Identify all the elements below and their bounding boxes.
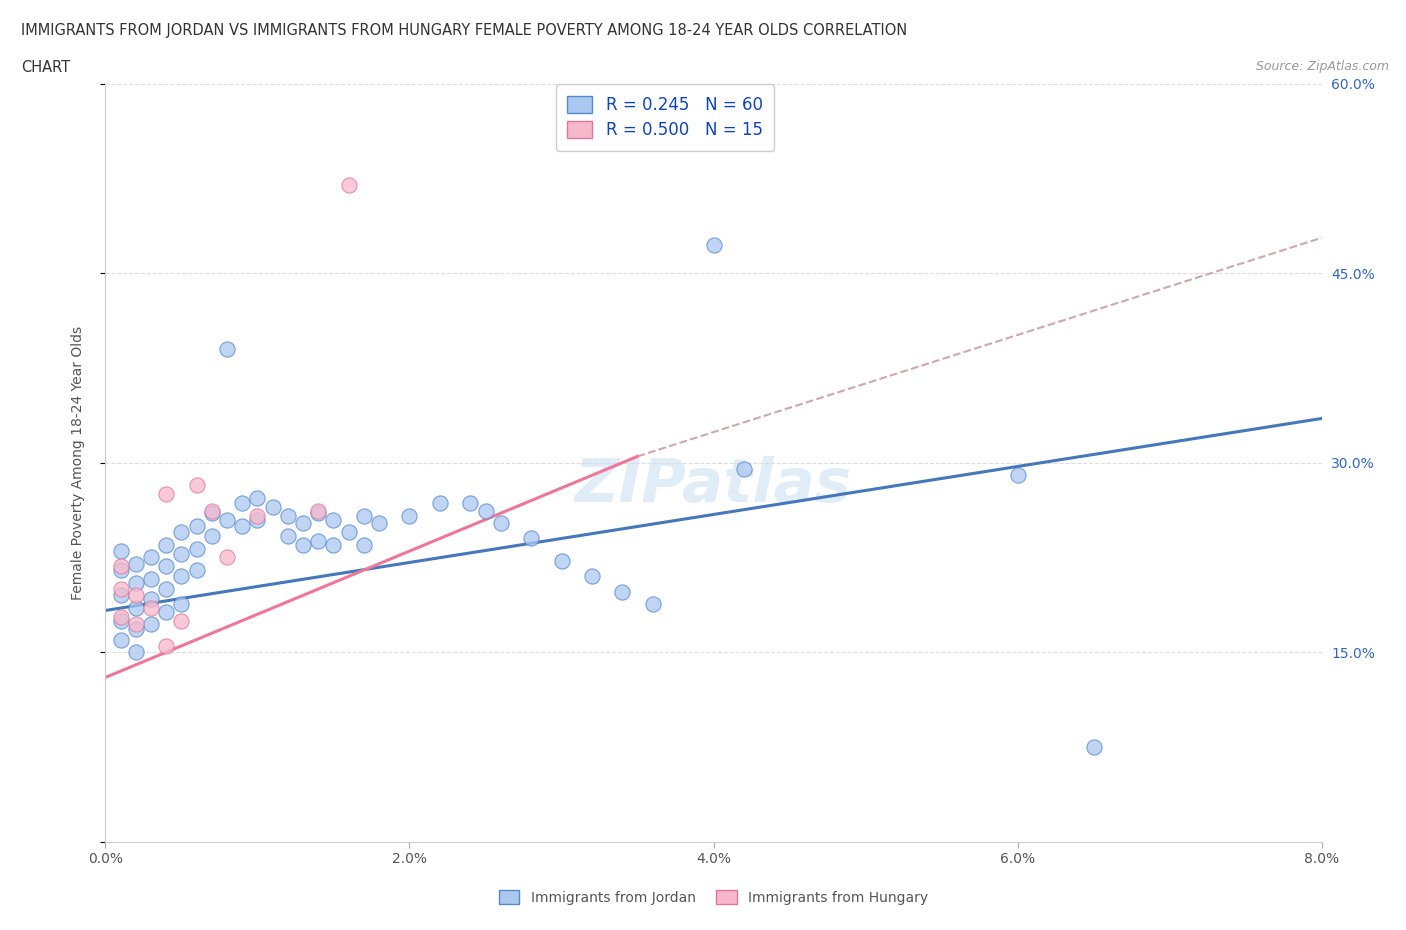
Point [1007,468,1029,483]
Point [520,531,543,546]
Point [337,525,360,539]
Point [155,538,177,552]
Point [398,509,420,524]
Point [186,541,208,556]
Point [155,486,177,501]
Point [170,546,193,561]
Point [155,559,177,574]
Point [231,496,253,511]
Point [139,550,162,565]
Text: CHART: CHART [21,60,70,75]
Point [337,178,360,193]
Point [125,588,148,603]
Point [201,506,224,521]
Point [110,563,132,578]
Point [155,604,177,619]
Point [186,518,208,533]
Point [277,528,299,543]
Point [581,569,603,584]
Point [217,550,239,565]
Point [201,503,224,518]
Point [307,506,329,521]
Point [322,512,344,527]
Point [246,491,269,506]
Point [155,638,177,653]
Point [110,544,132,559]
Point [125,601,148,616]
Point [292,538,315,552]
Point [246,512,269,527]
Point [125,556,148,571]
Point [1083,739,1105,754]
Point [368,516,391,531]
Point [217,341,239,356]
Point [474,503,496,518]
Point [550,553,572,568]
Point [155,581,177,596]
Point [201,528,224,543]
Point [262,499,284,514]
Legend: Immigrants from Jordan, Immigrants from Hungary: Immigrants from Jordan, Immigrants from … [494,884,934,910]
Point [125,617,148,631]
Point [139,601,162,616]
Point [186,478,208,493]
Point [110,581,132,596]
Point [489,516,512,531]
Point [110,609,132,624]
Point [125,644,148,659]
Point [353,509,375,524]
Point [110,632,132,647]
Point [110,613,132,628]
Point [110,588,132,603]
Point [702,238,725,253]
Text: Source: ZipAtlas.com: Source: ZipAtlas.com [1256,60,1389,73]
Point [231,518,253,533]
Point [186,563,208,578]
Point [170,569,193,584]
Point [170,597,193,612]
Point [277,509,299,524]
Point [641,597,664,612]
Text: IMMIGRANTS FROM JORDAN VS IMMIGRANTS FROM HUNGARY FEMALE POVERTY AMONG 18-24 YEA: IMMIGRANTS FROM JORDAN VS IMMIGRANTS FRO… [21,23,907,38]
Point [307,503,329,518]
Point [139,571,162,586]
Point [292,516,315,531]
Point [429,496,451,511]
Point [353,538,375,552]
Point [139,617,162,631]
Point [246,509,269,524]
Point [170,525,193,539]
Point [110,559,132,574]
Point [612,584,634,599]
Point [139,591,162,606]
Point [170,613,193,628]
Point [458,496,481,511]
Text: ZIPatlas: ZIPatlas [575,456,852,515]
Point [217,512,239,527]
Point [125,622,148,637]
Point [322,538,344,552]
Y-axis label: Female Poverty Among 18-24 Year Olds: Female Poverty Among 18-24 Year Olds [70,326,84,600]
Point [733,461,755,476]
Point [307,534,329,549]
Point [125,576,148,591]
